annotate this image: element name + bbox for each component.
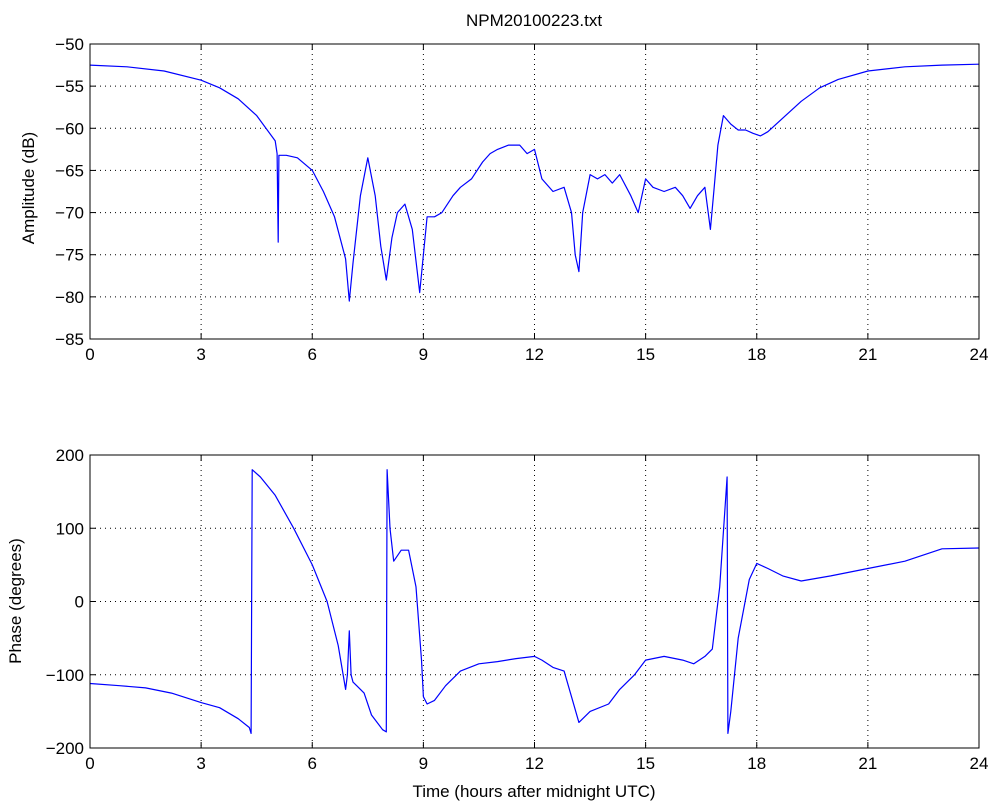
amplitude-ytick-label: −70 (55, 204, 84, 223)
phase-xtick-label: 6 (308, 754, 317, 773)
amplitude-xtick-label: 0 (85, 345, 94, 364)
phase-xtick-label: 9 (419, 754, 428, 773)
phase-chart: Phase (degrees) Time (hours after midnig… (6, 446, 988, 801)
phase-xtick-label: 12 (525, 754, 544, 773)
phase-xtick-label: 0 (85, 754, 94, 773)
amplitude-ytick-label: −80 (55, 288, 84, 307)
phase-ytick-label: −100 (46, 666, 84, 685)
amplitude-xtick-label: 24 (970, 345, 989, 364)
phase-ytick-label: −200 (46, 739, 84, 758)
phase-series-line (89, 469, 980, 735)
amplitude-ytick-label: −85 (55, 330, 84, 349)
amplitude-ytick-label: −60 (55, 119, 84, 138)
phase-ytick-label: 0 (75, 593, 84, 612)
amplitude-xtick-label: 12 (525, 345, 544, 364)
amplitude-xtick-label: 6 (308, 345, 317, 364)
amplitude-series-line (89, 63, 980, 302)
phase-xtick-label: 3 (196, 754, 205, 773)
phase-xtick-label: 24 (970, 754, 989, 773)
amplitude-chart: Amplitude (dB) 0 3 6 9 12 15 18 21 24 −85 −80 −75 −7… (19, 35, 988, 364)
amplitude-xtick-label: 9 (419, 345, 428, 364)
phase-ytick-label: 200 (56, 446, 84, 465)
amplitude-xtick-label: 15 (636, 345, 655, 364)
amplitude-xtick-label: 21 (858, 345, 877, 364)
phase-xtick-label: 21 (858, 754, 877, 773)
amplitude-chart-ylabel: Amplitude (dB) (19, 132, 38, 244)
phase-chart-ylabel: Phase (degrees) (6, 538, 25, 664)
phase-ytick-label: 100 (56, 519, 84, 538)
phase-xtick-label: 18 (747, 754, 766, 773)
amplitude-ytick-label: −50 (55, 35, 84, 54)
phase-chart-xlabel: Time (hours after midnight UTC) (412, 782, 655, 801)
phase-xtick-label: 15 (636, 754, 655, 773)
amplitude-ytick-label: −55 (55, 77, 84, 96)
amplitude-xtick-label: 18 (747, 345, 766, 364)
amplitude-xtick-label: 3 (196, 345, 205, 364)
figure-title: NPM20100223.txt (466, 11, 602, 30)
amplitude-ytick-label: −65 (55, 161, 84, 180)
amplitude-ytick-label: −75 (55, 246, 84, 265)
